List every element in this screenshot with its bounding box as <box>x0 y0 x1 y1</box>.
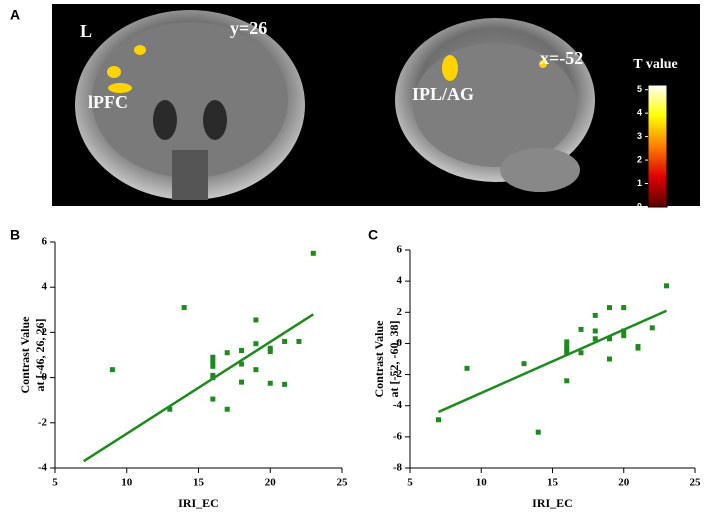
scatter-point <box>578 326 584 332</box>
y-tick-label: 4 <box>42 281 48 293</box>
y-tick-label: -4 <box>393 399 403 411</box>
x-tick-label: 15 <box>193 477 205 489</box>
scatter-point <box>592 336 598 342</box>
scatter-point <box>592 328 598 334</box>
scatter-point <box>239 379 245 385</box>
x-tick-label: 15 <box>547 477 559 489</box>
hemisphere-label: L <box>80 21 92 41</box>
tick-label: 5 <box>637 84 642 94</box>
scatter-point <box>464 365 470 371</box>
scatter-point <box>607 356 612 362</box>
scatter-point <box>564 378 570 384</box>
y-tick-label: 2 <box>42 326 48 338</box>
panel-label: C <box>368 227 378 243</box>
tick-label: 4 <box>637 108 642 118</box>
scatter-point <box>436 417 441 423</box>
scatter-point <box>267 349 273 355</box>
scatter-point <box>310 250 316 256</box>
scatter-point <box>607 305 612 311</box>
scatter-point <box>521 361 527 367</box>
slice-label: x=-52 <box>540 48 583 68</box>
scatter-point <box>267 345 273 351</box>
fit-line <box>437 309 668 414</box>
x-tick-label: 20 <box>265 477 277 489</box>
x-axis-label: IRI_EC <box>178 496 219 510</box>
fit-line <box>83 313 314 463</box>
brain-coronal <box>75 10 305 200</box>
y-tick-label: -6 <box>393 430 403 442</box>
scatter-point <box>253 367 259 373</box>
tick-label: 0 <box>637 201 642 211</box>
scatter-point <box>635 345 641 351</box>
scatter-point <box>210 396 216 402</box>
panel-label: A <box>10 7 20 23</box>
scatter-point <box>535 429 541 435</box>
y-tick-label: -4 <box>38 462 48 474</box>
scatter-point <box>224 406 230 412</box>
x-tick-label: 5 <box>407 477 413 489</box>
scatter-point <box>224 350 230 356</box>
scatter-point <box>592 312 598 318</box>
scatter-point <box>564 344 570 350</box>
y-tick-label: 0 <box>42 371 48 383</box>
y-tick-label: 0 <box>397 337 403 349</box>
scatter-point <box>621 333 627 339</box>
scatter-point <box>564 350 570 356</box>
y-axis-label: Contrast Value <box>372 320 386 398</box>
scatter-point <box>607 336 612 342</box>
x-tick-label: 20 <box>618 477 630 489</box>
y-tick-label: -2 <box>393 368 403 380</box>
scatter-point <box>239 361 245 367</box>
scatter-point <box>109 367 115 373</box>
scatter-point <box>621 305 627 311</box>
y-axis-label: at [-52, -60, 38] <box>387 321 401 398</box>
slice-label: y=26 <box>230 18 267 38</box>
region-label: IPL/AG <box>412 84 474 104</box>
panel-label: B <box>10 227 20 243</box>
x-tick-label: 5 <box>52 477 58 489</box>
scatter-point <box>253 317 259 323</box>
scatter-point <box>578 350 584 356</box>
region-label: lPFC <box>88 92 128 112</box>
scatter-point <box>210 354 216 360</box>
colorbar-title: T value <box>633 57 677 72</box>
scatter-point <box>649 325 655 331</box>
colorbar <box>647 84 668 208</box>
tick-label: 3 <box>637 131 642 141</box>
scatter-point <box>167 406 173 412</box>
brain-sagittal <box>395 18 595 192</box>
scatter-point <box>181 305 187 311</box>
y-axis-label: at [-46, 26, 26] <box>33 319 47 392</box>
scatter-point <box>239 347 245 353</box>
scatter-point <box>282 381 288 387</box>
x-tick-label: 10 <box>476 477 488 489</box>
scatter-point <box>564 347 570 353</box>
tick-label: 2 <box>637 154 642 164</box>
x-tick-label: 25 <box>690 477 702 489</box>
y-tick-label: -2 <box>38 416 48 428</box>
scatter-point <box>210 363 216 369</box>
y-tick-label: 6 <box>397 244 403 256</box>
y-tick-label: 4 <box>397 275 403 287</box>
scatter-point <box>296 338 302 344</box>
x-tick-label: 25 <box>337 477 349 489</box>
scatter-point <box>564 339 570 345</box>
x-tick-label: 10 <box>121 477 133 489</box>
y-tick-label: 2 <box>397 306 403 318</box>
tick-label: 1 <box>637 178 642 188</box>
scatter-point <box>253 341 259 347</box>
scatter-point <box>282 338 288 344</box>
scatter-point <box>664 283 669 289</box>
x-axis-label: IRI_EC <box>532 496 573 510</box>
scatter-point <box>267 380 273 386</box>
y-axis-label: Contrast Value <box>18 316 32 394</box>
y-tick-label: -8 <box>393 462 403 474</box>
y-tick-label: 6 <box>42 236 48 248</box>
scatter-point <box>210 359 216 365</box>
